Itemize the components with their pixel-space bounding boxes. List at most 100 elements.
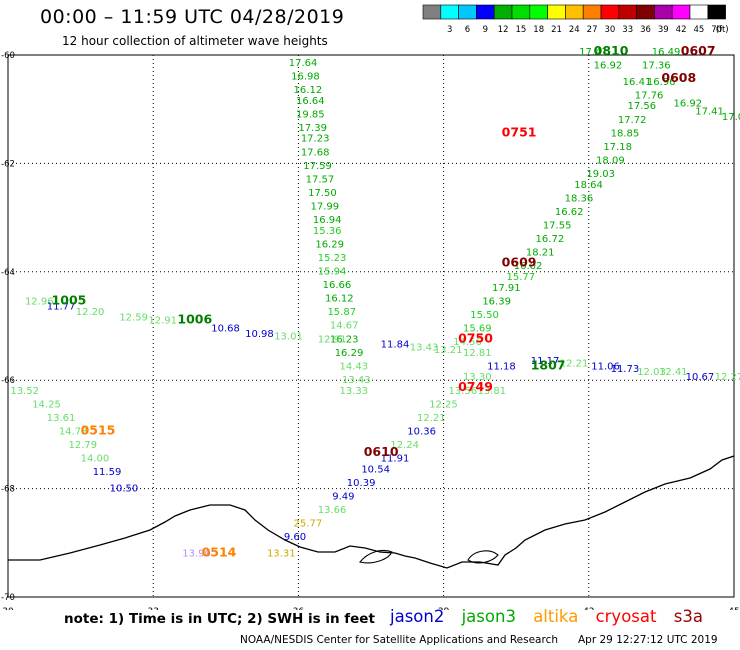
swh-value: 11.18 (487, 361, 516, 372)
colorbar-label: 9 (483, 25, 488, 35)
swh-value: 17.72 (618, 115, 647, 126)
swh-value: 17.36 (642, 61, 671, 72)
lat-tick-label: -66 (1, 376, 15, 386)
colorbar-label: 33 (622, 25, 633, 35)
chart-subtitle: 12 hour collection of altimeter wave hei… (62, 34, 328, 48)
swh-value: 13.56 (448, 386, 477, 397)
swh-value: 10.39 (347, 478, 376, 489)
swh-value: 11.46 (739, 375, 740, 386)
coastline (8, 455, 735, 569)
swh-value: 11.17 (531, 356, 560, 367)
swh-value: 16.29 (315, 239, 344, 250)
swh-value: 17.39 (298, 123, 327, 134)
swh-value: 10.68 (211, 323, 240, 334)
swh-value: 14.56 (453, 337, 482, 348)
colorbar-label: 30 (604, 25, 615, 35)
swh-value: 11.59 (93, 467, 122, 478)
swh-value: 18.36 (565, 193, 594, 204)
colorbar-label: 45 (693, 25, 704, 35)
swh-value: 9.49 (332, 491, 354, 502)
swh-value: 14.25 (32, 399, 61, 410)
swh-value: 15.36 (313, 226, 342, 237)
note-text: note: 1) Time is in UTC; 2) SWH is in fe… (64, 611, 375, 627)
swh-value: 17.23 (301, 134, 330, 145)
swh-value: 16.02 (514, 261, 543, 272)
swh-value: 18.21 (526, 248, 555, 259)
swh-value: 12.03 (637, 367, 666, 378)
colorbar-label: 3 (447, 25, 452, 35)
lat-tick-label: -70 (1, 593, 15, 603)
swh-value: 17.50 (308, 188, 337, 199)
swh-value: 14.00 (81, 454, 110, 465)
colorbar-label: 70 (711, 25, 722, 35)
pass-time-label: 0749 (458, 379, 493, 394)
swh-value: 13.21 (434, 345, 463, 356)
swh-value: 16.23 (330, 334, 359, 345)
chart-title: 00:00 – 11:59 UTC 04/28/2019 (40, 6, 345, 28)
swh-value: 16.66 (323, 280, 352, 291)
swh-value: 12.21 (417, 413, 446, 424)
swh-value: 18.09 (596, 155, 625, 166)
swh-value: 16.39 (482, 296, 511, 307)
altimeter-map: 30 33 36 39 42 45 -60 -62 -64 -66 -68 -70 17.64 16.9… (1, 43, 740, 610)
swh-value: 12.21 (560, 359, 589, 370)
swh-value: 17.57 (306, 174, 335, 185)
swh-value: 15.50 (470, 310, 499, 321)
swh-value: 11.84 (381, 340, 410, 351)
lat-tick-label: -60 (1, 51, 15, 61)
swh-value: 15.77 (507, 272, 536, 283)
swh-value: 17.68 (301, 147, 330, 158)
pass-time-label: 0750 (458, 330, 493, 345)
swh-value: 14.43 (340, 361, 369, 372)
colorbar-label: 39 (658, 25, 669, 35)
swh-value: 17.41 (579, 47, 608, 58)
island-outline (467, 550, 499, 564)
swh-value: 25.77 (294, 519, 323, 530)
color-scale-bar: 3 6 9 12 15 18 21 24 27 30 33 36 39 42 45 70(ft) (422, 4, 729, 35)
swh-value: 16.12 (294, 85, 323, 96)
swh-value: 16.12 (325, 294, 354, 305)
swh-value: 12.96 (25, 296, 54, 307)
swh-value: 17.99 (311, 201, 340, 212)
swh-value: 9.60 (284, 532, 306, 543)
swh-value: 10.36 (407, 426, 436, 437)
pass-time-labels: 0751 0810 0607 0608 0609 1005 1006 0750 1807 0749… (52, 43, 716, 559)
colorbar-unit: (ft) (716, 25, 729, 35)
pass-time-label: 1807 (531, 357, 566, 372)
swh-value: 13.01 (274, 332, 303, 343)
swh-value: 12.20 (76, 307, 105, 318)
satellite-legend: jason2 jason3 altika cryosat s3a (390, 607, 715, 626)
lon-tick-label: 33 (147, 607, 158, 610)
swh-value: 15.23 (318, 253, 347, 264)
swh-value: 11.77 (47, 302, 76, 313)
swh-value: 10.67 (686, 372, 715, 383)
pass-time-label: 0751 (502, 124, 537, 139)
swh-value: 12.27 (715, 372, 740, 383)
swh-value: 15.87 (327, 307, 356, 318)
pass-time-label: 0810 (594, 43, 629, 58)
colorbar-swatch (707, 4, 726, 20)
legend-jason3: jason3 (461, 607, 516, 626)
swh-value: 10.98 (245, 329, 274, 340)
swh-value: 16.72 (536, 234, 565, 245)
swh-value: 13.52 (10, 386, 39, 397)
swh-value: 12.59 (119, 313, 148, 324)
swh-value: 14.67 (330, 321, 359, 332)
pass-time-label: 0607 (681, 43, 716, 58)
axis-labels: 30 33 36 39 42 45 -60 -62 -64 -66 -68 -70 (1, 51, 740, 610)
swh-value: 13.31 (267, 548, 296, 559)
swh-value: 13.61 (47, 413, 76, 424)
footer-credit: NOAA/NESDIS Center for Satellite Applica… (240, 634, 558, 646)
lon-tick-label: 30 (2, 607, 14, 610)
lon-tick-label: 42 (583, 607, 594, 610)
grid-lines (7, 54, 735, 598)
pass-time-label: 1006 (177, 311, 212, 326)
colorbar-label: 15 (515, 25, 526, 35)
swh-value: 16.98 (291, 71, 320, 82)
pass-time-label: 0608 (661, 70, 696, 85)
pass-time-label: 0610 (364, 444, 399, 459)
swh-value: 18.85 (611, 128, 640, 139)
colorbar-label: 36 (640, 25, 651, 35)
swh-value: 11.06 (591, 361, 620, 372)
lat-tick-label: -68 (1, 485, 15, 495)
